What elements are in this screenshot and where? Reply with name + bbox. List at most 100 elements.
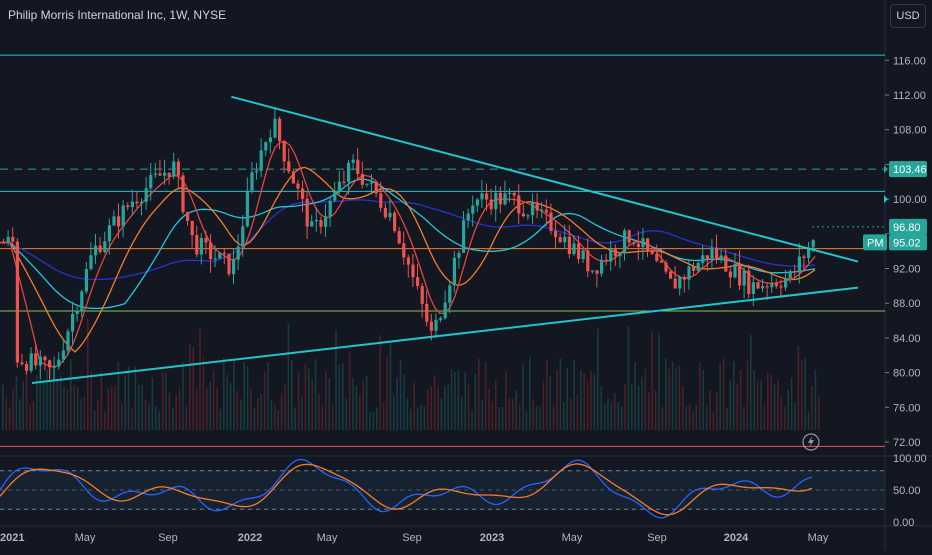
volume-bar [736,383,738,430]
volume-bar [216,387,218,430]
candle-body [71,314,75,332]
candle-body [567,236,571,254]
candle-body [406,257,410,265]
volume-bar [811,386,813,430]
time-axis-label: Sep [647,532,667,544]
volume-bar [784,406,786,430]
volume-bar [274,405,276,430]
candle-body [807,247,811,258]
volume-bar [773,384,776,430]
volume-bar [32,401,35,430]
candle-body [554,230,558,238]
volume-bar [525,411,528,430]
volume-bar [563,402,565,430]
candle-body [245,190,249,227]
volume-bar [206,387,208,430]
volume-bar [29,405,31,430]
volume-bar [739,370,742,430]
time-axis-label: May [317,532,338,544]
candle-body [659,260,663,263]
candle-body [347,162,351,182]
candle-body [48,360,52,368]
volume-bar [709,390,711,430]
trendline-lower [31,286,859,385]
candle-body [186,212,190,221]
volume-bar [420,404,422,430]
volume-bar [658,333,660,430]
volume-bar [308,368,310,430]
volume-bar [777,380,779,430]
volume-bar [413,382,415,430]
candle-body [475,199,479,206]
candle-body [2,242,6,244]
candle-body [793,271,797,273]
volume-bar [753,370,755,430]
candle-body [388,212,392,218]
volume-bar [763,404,766,430]
volume-bar [678,365,681,430]
volume-bar [406,398,409,430]
volume-bar [59,376,62,430]
candle-body [581,250,585,260]
volume-bar [345,398,347,430]
candle-body [310,221,314,227]
volume-bar [729,380,732,430]
volume-bar [488,389,490,430]
candle-body [770,283,774,288]
volume-bar [590,370,592,430]
candle-body [416,277,420,287]
volume-bar [671,361,674,430]
volume-bar [382,402,385,430]
candle-body [457,252,461,258]
volume-bar [83,397,86,430]
candle-body [540,209,544,211]
volume-bar [552,404,555,430]
volume-bar [284,384,286,430]
volume-bar [277,410,279,430]
volume-bar [607,398,609,430]
volume-bar [294,407,296,430]
volume-bar [518,404,521,430]
candle-body [140,201,144,204]
candle-body [517,195,521,214]
volume-bar [797,346,800,430]
candle-body [43,356,47,361]
candle-body [66,331,70,351]
volume-bar [182,362,184,430]
candle-body [572,243,576,254]
volume-bar [100,371,103,430]
oscillator-d-line [0,463,813,516]
volume-bar [484,362,487,430]
volume-bar [787,389,789,430]
currency-button[interactable]: USD [890,4,926,28]
volume-bar [158,411,160,430]
volume-bar [39,357,41,430]
candle-body [687,266,691,280]
volume-bar [597,328,599,430]
candle-body [544,209,548,213]
volume-bar [124,375,126,430]
volume-bar [53,363,55,430]
candle-body [443,302,447,319]
candle-body [512,192,516,196]
candle-body [425,303,429,322]
volume-bar [433,375,436,430]
candle-body [282,140,286,162]
volume-bar [430,386,432,430]
candle-body [195,235,199,255]
volume-bar [410,408,412,430]
candle-body [383,207,387,218]
candle-body [733,264,737,278]
candle-body [121,205,125,227]
volume-bar [359,395,361,430]
price-tick-label: 100.00 [893,194,927,206]
volume-bar [780,395,783,430]
candle-body [503,193,507,205]
volume-bar [287,323,290,430]
volume-bar [185,405,188,430]
volume-bar [668,368,670,430]
volume-bar [223,357,225,430]
candle-body [452,257,456,286]
